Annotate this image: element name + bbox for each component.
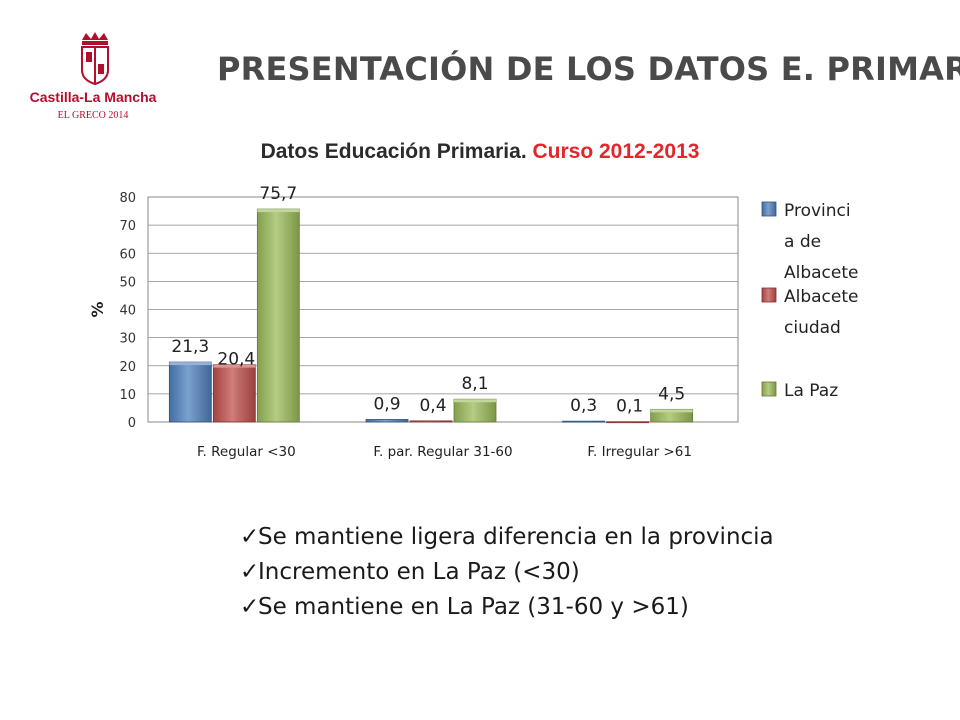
bar	[365, 419, 409, 423]
legend-swatch	[761, 287, 777, 303]
bar-cap	[650, 409, 693, 413]
bar	[409, 420, 453, 423]
bullet-item: ✓Se mantiene en La Paz (31-60 y >61)	[240, 590, 774, 625]
y-axis-label: %	[88, 301, 107, 317]
legend-label: ciudad	[784, 318, 841, 338]
y-tick-label: 80	[119, 191, 136, 206]
bullet-text: Se mantiene ligera diferencia en la prov…	[258, 524, 774, 550]
chart-title-main: Datos Educación Primaria.	[261, 140, 533, 163]
bar	[453, 398, 497, 423]
bar	[168, 361, 212, 423]
bar-cap	[213, 364, 256, 368]
castilla-la-mancha-logo: Castilla-La Mancha EL GRECO 2014	[30, 32, 157, 121]
bar-cap	[454, 399, 496, 403]
data-label: 8,1	[461, 374, 488, 394]
legend-label: Provinci	[784, 201, 851, 221]
x-tick-label: F. Irregular >61	[587, 444, 692, 460]
y-tick-label: 60	[119, 247, 136, 262]
logo-subtitle: EL GRECO 2014	[58, 110, 129, 121]
bullet-text: Se mantiene en La Paz (31-60 y >61)	[258, 594, 689, 620]
legend-label: Albacete	[784, 287, 859, 307]
y-tick-label: 70	[119, 219, 136, 234]
y-tick-label: 50	[119, 275, 136, 290]
bar	[212, 364, 256, 423]
bullet-item: ✓Incremento en La Paz (<30)	[240, 555, 774, 590]
legend-label: La Paz	[784, 381, 838, 401]
x-tick-label: F. Regular <30	[197, 444, 296, 460]
data-label: 0,4	[419, 396, 446, 416]
data-label: 75,7	[259, 184, 297, 204]
logo-name: Castilla-La Mancha	[30, 89, 157, 105]
page-title: PRESENTACIÓN DE LOS DATOS E. PRIMARIA	[217, 50, 960, 88]
bullet-list: ✓Se mantiene ligera diferencia en la pro…	[240, 520, 774, 625]
data-label: 4,5	[658, 384, 685, 404]
data-label: 0,3	[570, 396, 597, 416]
y-tick-label: 0	[128, 416, 136, 431]
legend-swatch	[761, 381, 777, 397]
bar	[606, 421, 650, 424]
bullet-text: Incremento en La Paz (<30)	[258, 559, 580, 585]
y-tick-label: 40	[119, 304, 136, 319]
legend-swatch	[761, 201, 777, 217]
legend-label: a de	[784, 232, 821, 252]
check-icon: ✓	[240, 524, 260, 550]
check-icon: ✓	[240, 559, 260, 585]
y-tick-label: 30	[119, 332, 136, 347]
chart-title-highlight: Curso 2012-2013	[533, 140, 700, 163]
data-label: 0,1	[616, 397, 643, 417]
bar-chart: Datos Educación Primaria. Curso 2012-201…	[88, 140, 859, 460]
data-label: 20,4	[217, 350, 255, 370]
chart-title: Datos Educación Primaria. Curso 2012-201…	[261, 140, 700, 163]
check-icon: ✓	[240, 594, 260, 620]
bar-cap	[169, 362, 212, 366]
bar	[562, 420, 606, 423]
bar-cap	[257, 209, 300, 213]
bullet-item: ✓Se mantiene ligera diferencia en la pro…	[240, 520, 774, 555]
legend-label: Albacete	[784, 263, 859, 283]
data-label: 0,9	[373, 394, 400, 414]
y-tick-label: 20	[119, 360, 136, 375]
crown-shield-icon	[81, 32, 109, 86]
x-tick-label: F. par. Regular 31-60	[373, 444, 512, 460]
bar	[256, 208, 300, 423]
y-tick-label: 10	[119, 388, 136, 403]
data-label: 21,3	[171, 337, 209, 357]
